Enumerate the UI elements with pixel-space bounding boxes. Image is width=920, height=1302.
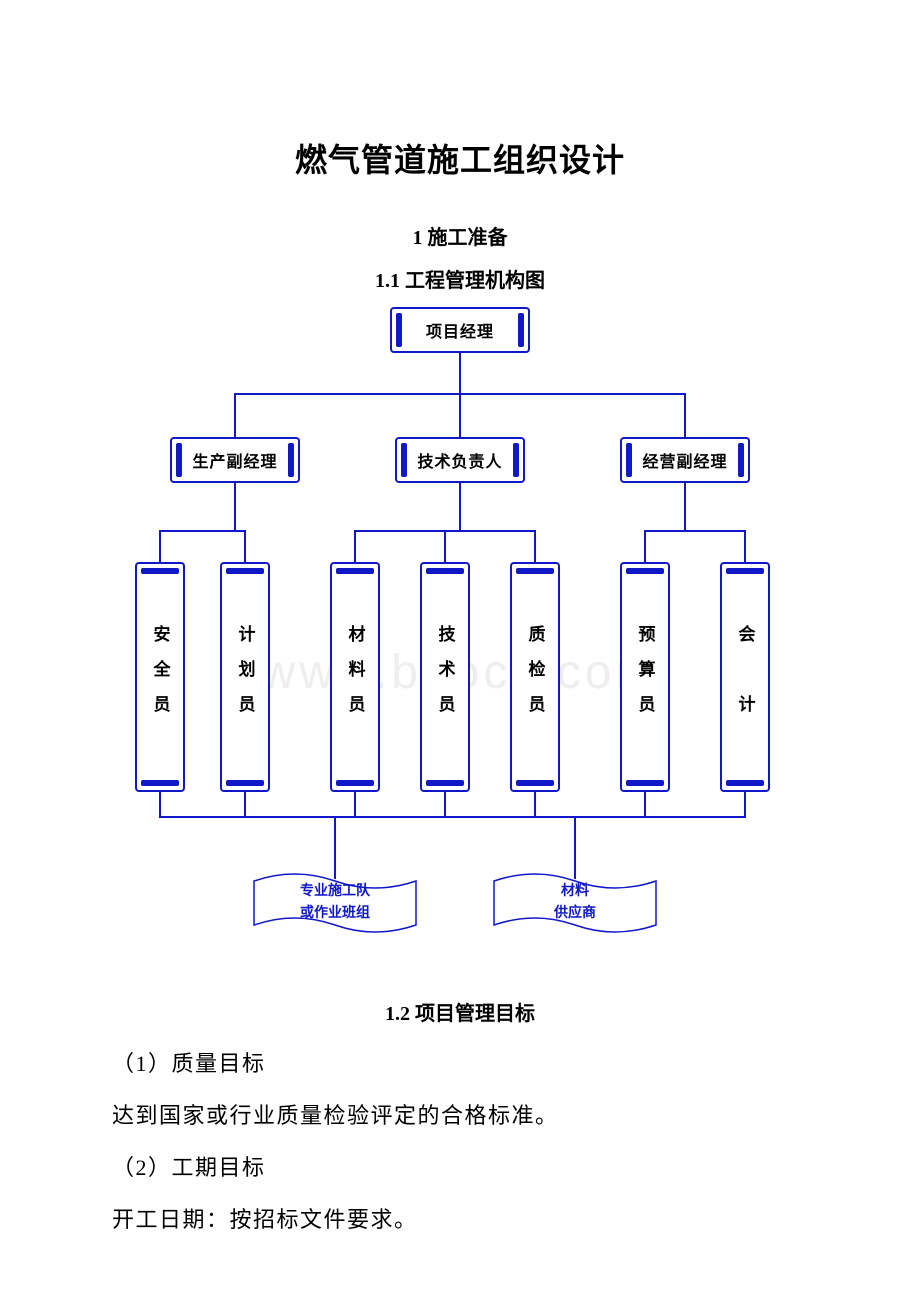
para-1: （1）质量目标	[112, 1046, 920, 1078]
connector	[459, 393, 461, 437]
node-l3-2: 材料员	[330, 562, 380, 792]
connector	[684, 530, 696, 532]
connector	[234, 483, 236, 530]
connector	[444, 530, 461, 532]
connector	[684, 483, 686, 530]
connector	[244, 792, 246, 816]
section-1: 1 施工准备	[0, 221, 920, 250]
org-chart: 项目经理生产副经理 技术负责人 经营副经理安全员计划员 材料员技术员质检员 预算员会 计…	[100, 307, 820, 967]
connector	[354, 530, 356, 562]
node-l3-4: 质检员	[510, 562, 560, 792]
node-root: 项目经理	[390, 307, 530, 353]
node-l2-1: 技术负责人	[395, 437, 525, 483]
node-l3-5: 预算员	[620, 562, 670, 792]
section-1-1: 1.1 工程管理机构图	[0, 264, 920, 293]
connector	[354, 792, 356, 816]
banner-1: 材料供应商	[490, 867, 660, 939]
connector	[244, 530, 246, 562]
connector	[744, 792, 746, 816]
node-l3-3: 技术员	[420, 562, 470, 792]
node-l2-2: 经营副经理	[620, 437, 750, 483]
connector	[744, 530, 746, 562]
connector	[459, 483, 461, 530]
node-l3-6: 会 计	[720, 562, 770, 792]
connector	[444, 530, 446, 562]
banner-0: 专业施工队或作业班组	[250, 867, 420, 939]
doc-title: 燃气管道施工组织设计	[0, 0, 920, 181]
connector	[444, 792, 446, 816]
para-3: （2）工期目标	[112, 1150, 920, 1182]
connector	[684, 393, 686, 437]
connector	[159, 792, 161, 816]
node-l3-0: 安全员	[135, 562, 185, 792]
node-l3-1: 计划员	[220, 562, 270, 792]
connector	[202, 530, 237, 532]
connector	[234, 393, 236, 437]
section-1-2: 1.2 项目管理目标	[0, 997, 920, 1026]
para-2: 达到国家或行业质量检验评定的合格标准。	[112, 1098, 920, 1130]
connector	[644, 792, 646, 816]
connector	[534, 530, 536, 562]
node-l2-0: 生产副经理	[170, 437, 300, 483]
connector	[159, 530, 161, 562]
para-4: 开工日期：按招标文件要求。	[112, 1202, 920, 1234]
connector	[644, 530, 646, 562]
connector	[459, 353, 461, 393]
connector	[534, 792, 536, 816]
connector	[159, 816, 746, 818]
